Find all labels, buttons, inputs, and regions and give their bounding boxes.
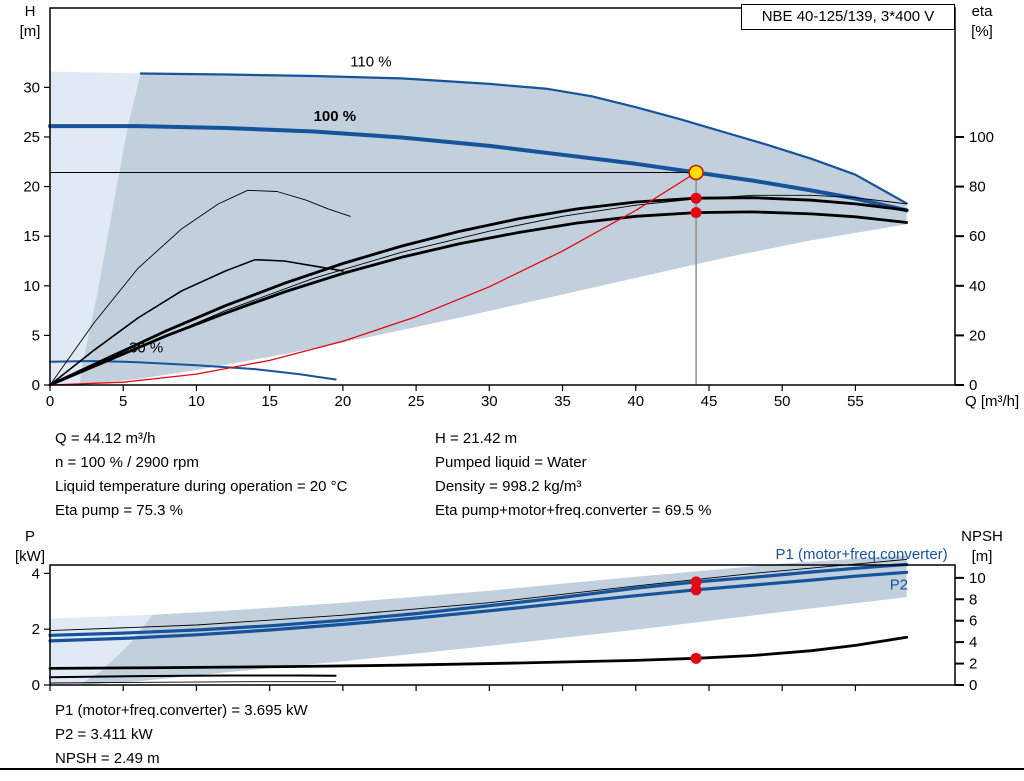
y-left-axis-label: [m] xyxy=(20,23,41,40)
plot-border xyxy=(49,7,956,386)
left-light-region xyxy=(50,71,141,385)
p2-point xyxy=(690,584,702,596)
liquid-temperature-text: Liquid temperature during operation = 20… xyxy=(55,478,348,495)
power-npsh-chart: 0 2 4 0 2 4 6 8 10 P [kW] NPSH [m] P1 (motor+freq.con… xyxy=(15,528,1003,694)
x-tick-label: 10 xyxy=(188,393,205,410)
y-left-tick-label: 15 xyxy=(23,228,40,245)
y-right-axis-label: [%] xyxy=(971,23,993,40)
x-tick-label: 45 xyxy=(701,393,718,410)
y-right-tick-label: 8 xyxy=(969,591,977,608)
eta-total-point xyxy=(690,207,702,219)
label-p1: P1 (motor+freq.converter) xyxy=(776,546,948,563)
duty-info-left-column: Q = 44.12 m³/h n = 100 % / 2900 rpm Liqu… xyxy=(55,427,347,523)
p2-curve xyxy=(48,570,909,643)
x-tick-label: 20 xyxy=(335,393,352,410)
p1-curve xyxy=(48,562,909,637)
y-right-tick-label: 100 xyxy=(969,129,994,146)
x-tick-label: 30 xyxy=(481,393,498,410)
eta-total-curve xyxy=(48,210,909,387)
y-right-tick-label: 0 xyxy=(969,377,977,394)
y-left-tick-label: 0 xyxy=(32,677,40,694)
x-tick-label: 25 xyxy=(408,393,425,410)
y-left-tick-label: 4 xyxy=(32,565,40,582)
y-left-tick-label: 2 xyxy=(32,621,40,638)
eta-pump-text: Eta pump = 75.3 % xyxy=(55,502,183,519)
y-right-tick-label: 80 xyxy=(969,179,986,196)
y-left-tick-label: 5 xyxy=(32,327,40,344)
x-axis-label: Q [m³/h] xyxy=(965,393,1019,410)
eta-pump-curve xyxy=(48,196,909,387)
results-block: P1 (motor+freq.converter) = 3.695 kW P2 … xyxy=(55,699,308,771)
eta-pump-point xyxy=(690,192,702,204)
speed-curve-30 xyxy=(49,360,337,381)
p1-power-text: P1 (motor+freq.converter) = 3.695 kW xyxy=(55,702,308,719)
y-right-tick-label: 4 xyxy=(969,634,977,651)
npsh-text: NPSH = 2.49 m xyxy=(55,750,160,767)
y-left-tick-label: 0 xyxy=(32,377,40,394)
y-right-tick-label: 40 xyxy=(969,278,986,295)
y-left-tick-label: 25 xyxy=(23,129,40,146)
p2-power-text: P2 = 3.411 kW xyxy=(55,726,153,743)
y-right-tick-label: 2 xyxy=(969,656,977,673)
duty-flow-text: Q = 44.12 m³/h xyxy=(55,430,156,447)
x-tick-label: 35 xyxy=(554,393,571,410)
label-p2: P2 xyxy=(890,577,908,594)
y-right-tick-label: 60 xyxy=(969,228,986,245)
y-left-axis-label: [kW] xyxy=(15,548,45,565)
x-tick-label: 5 xyxy=(119,393,127,410)
speed-curve-100 xyxy=(48,124,909,213)
p-part-speed-thin xyxy=(49,681,337,684)
pumped-liquid-text: Pumped liquid = Water xyxy=(435,454,587,471)
eta-thin-part-high xyxy=(49,189,351,386)
band-top-line xyxy=(49,558,908,632)
y-right-tick-label: 6 xyxy=(969,613,977,630)
npsh-curve xyxy=(48,635,909,670)
y-right-axis-label: NPSH xyxy=(961,528,1003,545)
y-left-tick-label: 30 xyxy=(23,79,40,96)
npsh-point xyxy=(690,652,702,664)
speed-curve-110 xyxy=(139,72,908,205)
eta-total-text: Eta pump+motor+freq.converter = 69.5 % xyxy=(435,502,712,519)
y-right-tick-label: 0 xyxy=(969,677,977,694)
x-tick-label: 0 xyxy=(46,393,54,410)
y-right-axis-label: [m] xyxy=(972,548,993,565)
x-tick-label: 55 xyxy=(847,393,864,410)
x-tick-label: 40 xyxy=(627,393,644,410)
eta-thin-part-low xyxy=(49,258,344,386)
duty-point xyxy=(688,164,704,181)
plot-border xyxy=(49,564,956,686)
pump-model-title: NBE 40-125/139, 3*400 V xyxy=(741,4,955,30)
eta-thin-110 xyxy=(49,194,908,386)
y-left-axis-label: P xyxy=(25,528,35,545)
x-tick-label: 50 xyxy=(774,393,791,410)
y-left-axis-label: H xyxy=(25,3,36,20)
system-curve xyxy=(49,171,697,386)
y-left-tick-label: 10 xyxy=(23,278,40,295)
x-tick-label: 15 xyxy=(261,393,278,410)
density-text: Density = 998.2 kg/m³ xyxy=(435,478,582,495)
y-right-axis-label: eta xyxy=(972,3,994,20)
duty-info-right-column: H = 21.42 m Pumped liquid = Water Densit… xyxy=(435,427,711,523)
speed-text: n = 100 % / 2900 rpm xyxy=(55,454,199,471)
p-part-speed-line xyxy=(49,674,337,679)
y-left-tick-label: 20 xyxy=(23,179,40,196)
p1-point xyxy=(690,576,702,588)
label-30-pct: 30 % xyxy=(129,339,163,356)
footer-divider xyxy=(0,768,1024,770)
head-efficiency-chart: 0 5 10 15 20 25 30 35 40 45 50 55 0 5 10 15 20 25 30 0 20 40 6… xyxy=(20,3,1020,410)
label-100-pct: 100 % xyxy=(314,108,357,125)
y-right-tick-label: 20 xyxy=(969,327,986,344)
y-right-tick-label: 10 xyxy=(969,570,986,587)
duty-head-text: H = 21.42 m xyxy=(435,430,518,447)
label-110-pct: 110 % xyxy=(350,54,391,71)
operating-envelope xyxy=(79,73,907,385)
